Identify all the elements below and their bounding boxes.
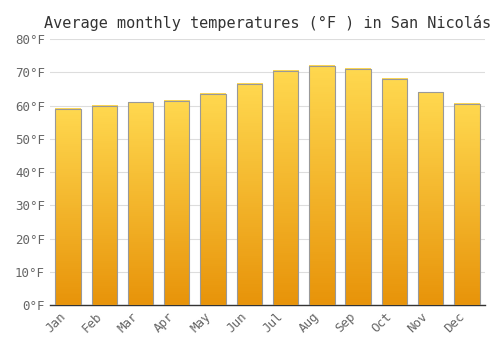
Bar [92,106,117,305]
Bar [56,109,80,305]
Bar [454,104,479,305]
Bar [382,79,407,305]
Bar [164,100,190,305]
Bar [418,92,444,305]
Bar [273,71,298,305]
Bar [236,84,262,305]
Bar [309,66,334,305]
Bar [346,69,371,305]
Title: Average monthly temperatures (°F ) in San Nicolás: Average monthly temperatures (°F ) in Sa… [44,15,491,31]
Bar [200,94,226,305]
Bar [128,102,153,305]
